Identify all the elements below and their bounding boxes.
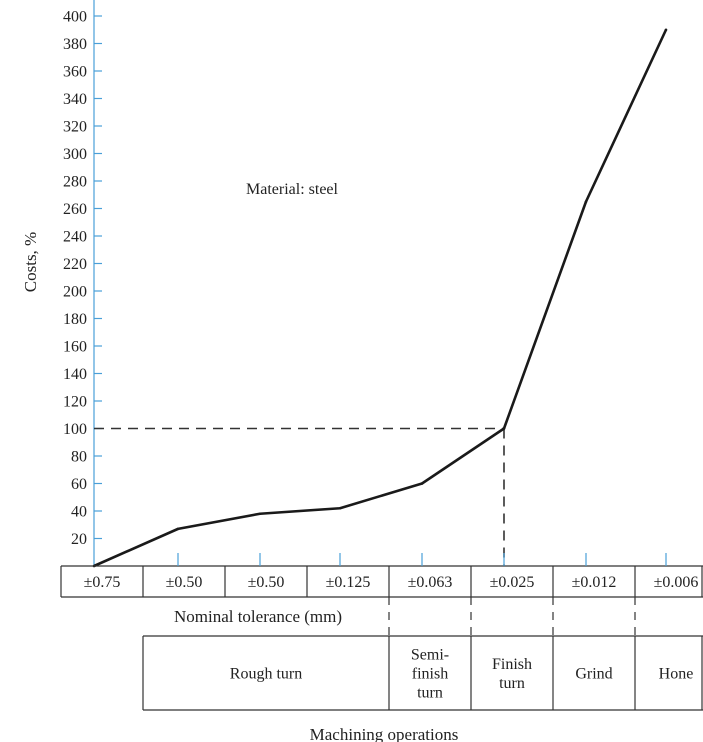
cost-line xyxy=(93,29,668,568)
y-tick-label: 400 xyxy=(63,9,87,26)
y-tick-label: 80 xyxy=(71,449,87,466)
y-tick-label: 320 xyxy=(63,119,87,136)
operations-table: Rough turn Semi-finish turn Finish turn Grind… xyxy=(142,597,703,711)
y-tick-label: 180 xyxy=(63,311,87,328)
y-axis-label: Costs, % xyxy=(21,232,40,292)
operation-label: Finish xyxy=(492,656,532,673)
operation-label: Grind xyxy=(575,666,612,683)
y-tick-label: 60 xyxy=(71,476,87,493)
tolerance-axis-label: Nominal tolerance (mm) xyxy=(174,607,342,626)
cost-point xyxy=(420,482,424,485)
y-axis: 20 40 60 80 100 120 140 160 180 200 220 240 260 280 30… xyxy=(63,0,102,566)
operation-label: Semi- xyxy=(411,647,449,664)
cost-point xyxy=(176,527,180,531)
material-annotation: Material: steel xyxy=(246,181,339,198)
y-tick-label: 340 xyxy=(63,91,87,108)
cost-point xyxy=(258,512,262,516)
y-tick-label: 140 xyxy=(63,366,87,383)
y-tick-label: 100 xyxy=(63,421,87,438)
series-layer xyxy=(92,28,668,568)
tolerance-cell: ±0.006 xyxy=(654,574,699,591)
operation-label: Rough turn xyxy=(230,666,302,683)
operation-label: turn xyxy=(499,675,525,692)
cost-point xyxy=(502,427,506,430)
y-tick-label: 120 xyxy=(63,394,87,411)
tolerance-cell: ±0.125 xyxy=(326,574,371,591)
tolerance-cell: ±0.50 xyxy=(166,574,203,591)
operations-axis-label: Machining operations xyxy=(310,725,459,742)
y-tick-label: 20 xyxy=(71,531,87,548)
cost-point xyxy=(584,200,588,203)
y-tick-label: 40 xyxy=(71,504,87,521)
y-tick-label: 200 xyxy=(63,284,87,301)
cost-point xyxy=(338,506,342,510)
tolerance-cell: ±0.063 xyxy=(408,574,453,591)
reference-lines xyxy=(94,427,505,566)
y-tick-label: 160 xyxy=(63,339,87,356)
operation-label: turn xyxy=(417,685,443,702)
y-tick-label: 300 xyxy=(63,146,87,163)
y-tick-label: 380 xyxy=(63,36,87,53)
tolerance-cell: ±0.012 xyxy=(572,574,617,591)
tolerance-cell: ±0.50 xyxy=(248,574,285,591)
y-tick-label: 260 xyxy=(63,201,87,218)
y-tick-label: 280 xyxy=(63,174,87,191)
operation-label: finish xyxy=(412,666,448,683)
tolerance-cell: ±0.025 xyxy=(490,574,535,591)
tolerance-cell: ±0.75 xyxy=(84,574,121,591)
tolerance-table: ±0.75 ±0.50 ±0.50 ±0.125 ±0.063 ±0.025 ±0.012 ±… xyxy=(60,553,703,598)
y-tick-label: 220 xyxy=(63,256,87,273)
cost-point xyxy=(664,28,668,32)
operation-label: Hone xyxy=(659,666,694,683)
y-tick-label: 240 xyxy=(63,229,87,246)
y-tick-label: 360 xyxy=(63,64,87,81)
